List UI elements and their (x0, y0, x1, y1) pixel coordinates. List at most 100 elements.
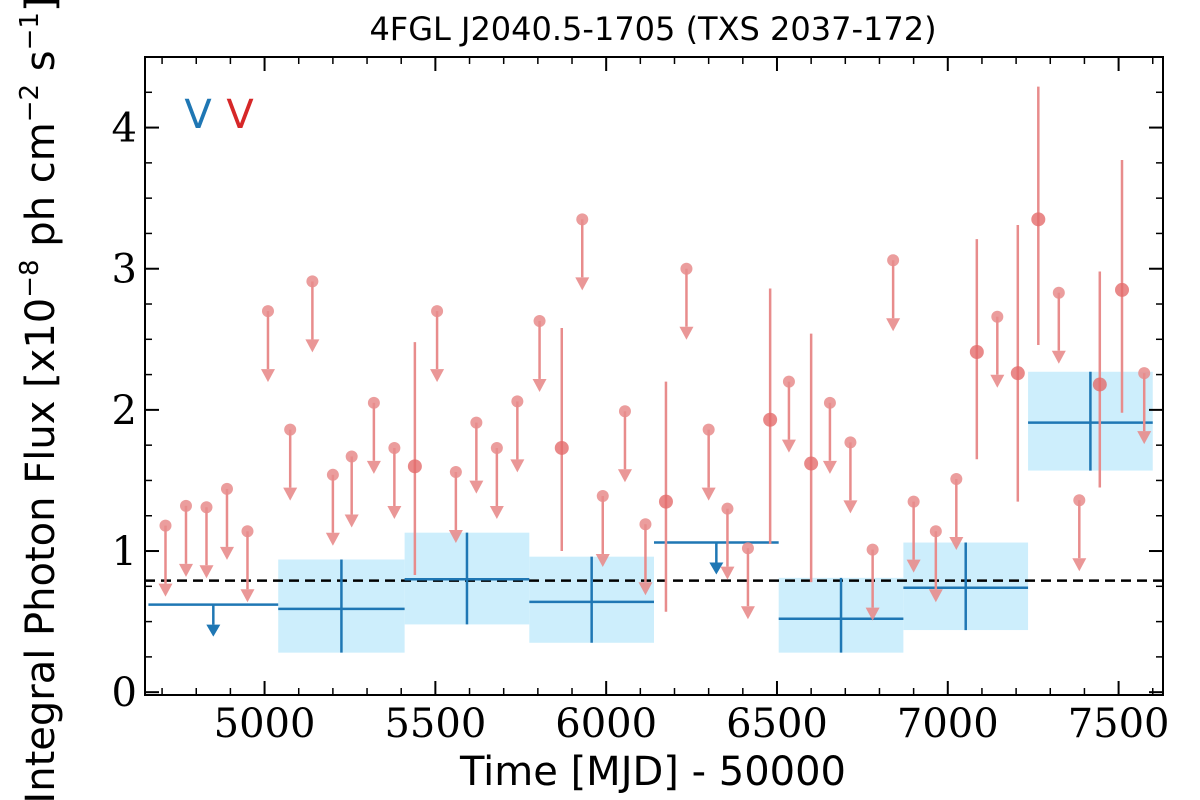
red-upper-limit-point (991, 310, 1004, 323)
legend-red-mark: V (226, 92, 254, 138)
red-upper-limit-point (680, 262, 693, 275)
red-upper-limit-arrow (1051, 350, 1066, 364)
red-upper-limit-arrow (617, 469, 632, 483)
red-upper-limit-point (367, 396, 380, 409)
red-upper-limit-arrow (260, 369, 275, 383)
red-upper-limit-point (261, 305, 274, 318)
red-upper-limit-arrow (595, 553, 610, 567)
red-upper-limit-point (470, 416, 483, 429)
red-upper-limit-point (449, 465, 462, 478)
red-detection-point (554, 440, 569, 455)
red-upper-limit-point (702, 423, 715, 436)
red-upper-limit-arrow (158, 583, 173, 597)
red-upper-limit-arrow (283, 487, 298, 501)
red-upper-limit-arrow (1137, 431, 1152, 445)
red-upper-limit-point (866, 543, 879, 556)
red-detection-point (1031, 212, 1046, 227)
red-upper-limit-point (220, 482, 233, 495)
red-upper-limit-arrow (740, 606, 755, 620)
red-upper-limit-arrow (990, 374, 1005, 388)
red-upper-limit-arrow (575, 277, 590, 291)
red-upper-limit-arrow (906, 559, 921, 573)
red-upper-limit-point (576, 213, 589, 226)
x-tick-label: 6000 (555, 701, 657, 747)
red-upper-limit-point (345, 450, 358, 463)
red-upper-limit-arrow (430, 369, 445, 383)
blue-bin-arrow-head (206, 624, 221, 637)
red-upper-limit-arrow (510, 459, 525, 473)
red-upper-limit-point (844, 436, 857, 449)
red-upper-limit-arrow (928, 589, 943, 603)
red-upper-limit-arrow (489, 505, 504, 519)
red-detection-point (1010, 366, 1025, 381)
red-upper-limit-arrow (1072, 558, 1087, 572)
red-detection-point (969, 345, 984, 360)
red-upper-limit-point (639, 518, 652, 531)
red-upper-limit-point (490, 441, 503, 454)
red-upper-limit-arrow (305, 339, 320, 353)
x-tick-label: 7000 (897, 701, 999, 747)
red-upper-limit-arrow (240, 589, 255, 603)
red-upper-limit-arrow (822, 460, 837, 474)
plot-frame (144, 56, 1164, 696)
red-detection-point (804, 456, 819, 471)
y-tick-label: 4 (112, 106, 137, 152)
red-upper-limit-arrow (781, 439, 796, 453)
red-detection-point (658, 494, 673, 509)
red-detection-point (407, 459, 422, 474)
axis-ticks: 5000 5500 6000 6500 7000 7500 0 1 2 3 4 (112, 57, 1170, 747)
red-upper-limit-arrow (720, 566, 735, 580)
red-upper-limit-arrow (865, 607, 880, 621)
red-upper-limit-point (596, 489, 609, 502)
y-tick-label: 1 (112, 529, 137, 575)
red-upper-limit-point (388, 441, 401, 454)
red-marks (158, 86, 1152, 621)
red-upper-limit-point (306, 275, 319, 288)
red-upper-limit-point (1052, 286, 1065, 299)
x-tick-label: 6500 (726, 701, 828, 747)
y-axis-label: Integral Photon Flux [x10−8 ph cm−2 s−1] (15, 0, 64, 800)
red-upper-limit-point (887, 254, 900, 267)
red-upper-limit-arrow (701, 487, 716, 501)
red-upper-limit-arrow (387, 505, 402, 519)
red-detection-point (763, 412, 778, 427)
x-tick-label: 5500 (384, 701, 486, 747)
red-upper-limit-point (326, 468, 339, 481)
red-detection-point (1115, 282, 1130, 297)
red-upper-limit-arrow (178, 563, 193, 577)
red-upper-limit-point (179, 499, 192, 512)
red-upper-limit-point (200, 501, 213, 514)
red-upper-limit-arrow (949, 537, 964, 551)
red-upper-limit-point (741, 542, 754, 555)
blue-bin-marks (148, 371, 1153, 653)
red-upper-limit-point (782, 375, 795, 388)
red-upper-limit-point (241, 525, 254, 538)
red-upper-limit-arrow (843, 500, 858, 514)
x-axis-label: Time [MJD] - 50000 (459, 749, 846, 795)
red-upper-limit-point (1138, 367, 1151, 380)
red-upper-limit-arrow (448, 529, 463, 543)
chart-title: 4FGL J2040.5-1705 (TXS 2037-172) (369, 10, 936, 48)
y-tick-label: 2 (112, 388, 137, 434)
red-upper-limit-point (950, 473, 963, 486)
red-upper-limit-arrow (325, 532, 340, 546)
red-upper-limit-arrow (886, 318, 901, 332)
legend-blue-mark: V (184, 92, 212, 138)
red-upper-limit-point (533, 314, 546, 327)
red-upper-limit-point (721, 502, 734, 515)
y-tick-label: 3 (112, 247, 137, 293)
red-detection-point (1092, 377, 1107, 392)
red-upper-limit-arrow (366, 460, 381, 474)
red-upper-limit-arrow (638, 582, 653, 596)
blue-bin-bands (278, 371, 1153, 653)
y-tick-label: 0 (112, 670, 137, 716)
x-tick-label: 5000 (214, 701, 316, 747)
red-upper-limit-arrow (532, 378, 547, 392)
red-upper-limit-point (159, 519, 172, 532)
red-upper-limit-point (511, 395, 524, 408)
red-upper-limit-point (907, 495, 920, 508)
red-upper-limit-arrow (219, 546, 234, 560)
red-upper-limit-point (618, 405, 631, 418)
red-upper-limit-point (1073, 494, 1086, 507)
x-tick-label: 7500 (1068, 701, 1170, 747)
